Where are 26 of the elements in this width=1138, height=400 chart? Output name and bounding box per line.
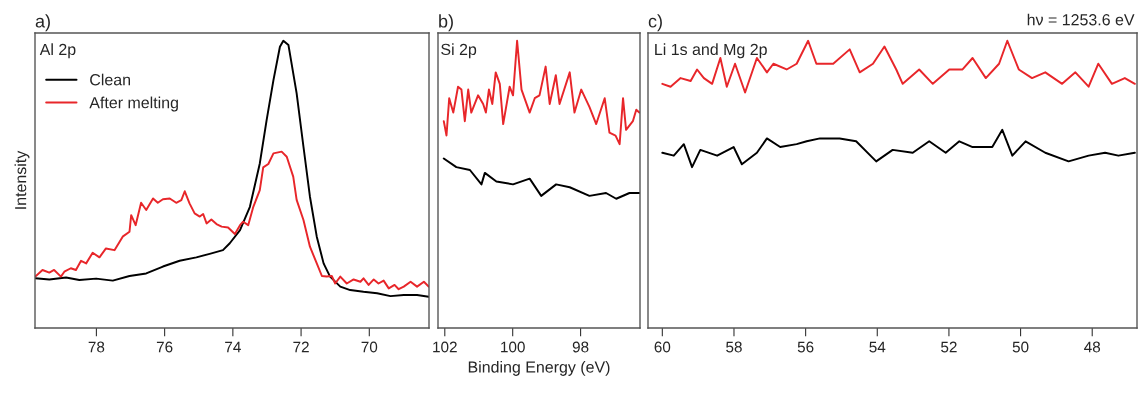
legend-label: After melting — [89, 96, 178, 112]
x-tick-label: 52 — [941, 341, 957, 353]
x-tick-label: 54 — [869, 341, 886, 353]
x-axis-title: Binding Energy (eV) — [468, 360, 610, 376]
annotation: Si 2p — [441, 43, 477, 59]
x-tick-label: 98 — [572, 341, 589, 353]
y-axis-title: Intensity — [14, 150, 30, 209]
x-tick-label: 76 — [156, 341, 173, 353]
x-tick-label: 78 — [88, 341, 105, 353]
chart-title: a) — [35, 14, 50, 32]
x-tick-label: 60 — [654, 341, 671, 353]
x-tick-label: 72 — [293, 341, 309, 353]
legend-label: Clean — [90, 73, 130, 86]
x-tick-label: 100 — [501, 341, 525, 353]
x-tick-label: 70 — [361, 341, 378, 353]
x-tick-label: 74 — [225, 341, 241, 353]
x-tick-label: 58 — [726, 341, 742, 353]
chart-title: b) — [439, 14, 453, 32]
text: hν = 1253.6 eV — [1027, 13, 1135, 26]
x-tick-label: 102 — [433, 341, 457, 353]
annotation: Al 2p — [39, 43, 76, 59]
x-tick-label: 56 — [797, 341, 814, 353]
x-tick-label: 50 — [1012, 341, 1029, 353]
chart-title: c) — [648, 14, 662, 32]
x-tick-label: 48 — [1084, 341, 1101, 353]
annotation: Li 1s and Mg 2p — [655, 43, 767, 59]
